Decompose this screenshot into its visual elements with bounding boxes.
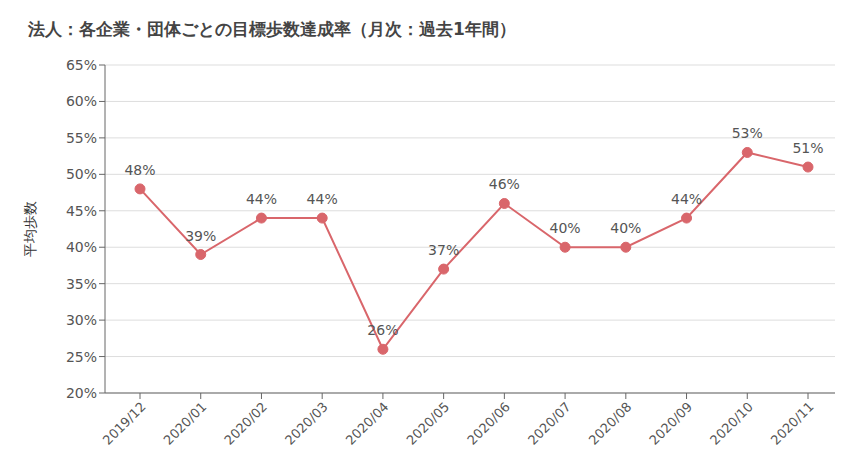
svg-text:35%: 35% <box>66 276 97 292</box>
svg-text:2020/06: 2020/06 <box>464 399 513 448</box>
svg-text:53%: 53% <box>732 125 763 141</box>
svg-text:2020/10: 2020/10 <box>707 399 756 448</box>
svg-text:55%: 55% <box>66 130 97 146</box>
html-text:法人：各企業・団体ごとの目標歩数達成率（月次：過去1年間）: 法人：各企業・団体ごとの目標歩数達成率（月次：過去1年間） <box>28 19 516 39</box>
svg-text:平均歩数: 平均歩数 <box>22 201 38 257</box>
svg-text:30%: 30% <box>66 312 97 328</box>
svg-text:44%: 44% <box>671 191 702 207</box>
svg-text:2020/07: 2020/07 <box>525 399 574 448</box>
svg-text:44%: 44% <box>246 191 277 207</box>
svg-text:44%: 44% <box>307 191 338 207</box>
svg-text:46%: 46% <box>489 176 520 192</box>
svg-text:2020/05: 2020/05 <box>403 399 452 448</box>
svg-text:48%: 48% <box>124 162 155 178</box>
svg-text:2020/04: 2020/04 <box>343 399 392 448</box>
svg-text:45%: 45% <box>66 203 97 219</box>
svg-text:26%: 26% <box>367 322 398 338</box>
svg-text:37%: 37% <box>428 242 459 258</box>
svg-text:40%: 40% <box>550 220 581 236</box>
svg-text:60%: 60% <box>66 93 97 109</box>
svg-text:39%: 39% <box>185 228 216 244</box>
svg-text:2020/01: 2020/01 <box>161 399 210 448</box>
svg-text:40%: 40% <box>610 220 641 236</box>
svg-text:51%: 51% <box>792 140 823 156</box>
svg-text:40%: 40% <box>66 239 97 255</box>
svg-text:65%: 65% <box>66 57 97 73</box>
svg-text:50%: 50% <box>66 166 97 182</box>
svg-text:2020/02: 2020/02 <box>221 399 270 448</box>
svg-text:20%: 20% <box>66 385 97 401</box>
svg-text:2020/08: 2020/08 <box>586 399 635 448</box>
svg-text:2020/11: 2020/11 <box>768 399 817 448</box>
svg-text:25%: 25% <box>66 349 97 365</box>
svg-text:2019/12: 2019/12 <box>100 399 149 448</box>
svg-text:2020/09: 2020/09 <box>646 399 695 448</box>
svg-text:2020/03: 2020/03 <box>282 399 331 448</box>
